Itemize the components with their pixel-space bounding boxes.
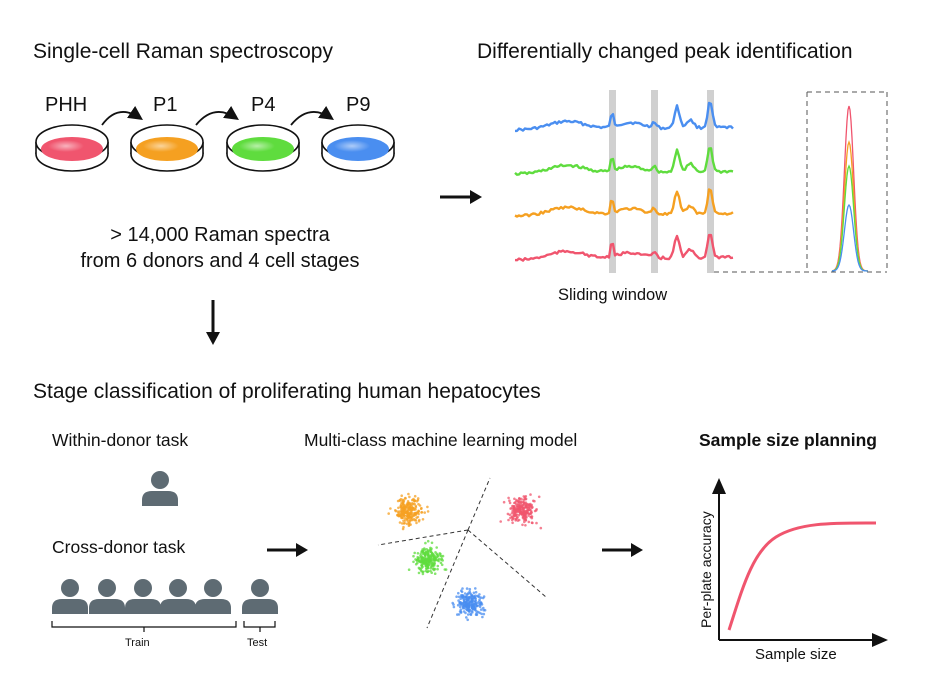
cluster-phh — [499, 493, 543, 530]
raman-title: Single-cell Raman spectroscopy — [33, 40, 333, 63]
arrow-right-icon — [267, 543, 308, 557]
decision-boundaries — [377, 477, 547, 629]
cluster-p9 — [451, 587, 487, 622]
sliding-window-label: Sliding window — [558, 286, 668, 304]
sample-size-xlabel: Sample size — [755, 646, 837, 663]
cluster-p4 — [407, 539, 448, 576]
stage-classification-title: Stage classification of proliferating hu… — [33, 380, 541, 403]
stage-label-phh: PHH — [45, 94, 88, 116]
petri-dish-phh — [35, 124, 109, 172]
accuracy-curve — [727, 521, 877, 631]
spectra-count-line1: > 14,000 Raman spectra — [110, 224, 330, 246]
train-label: Train — [125, 637, 150, 649]
petri-dish-p1 — [130, 124, 204, 172]
petri-dish-p9 — [321, 124, 395, 172]
stage-label-p4: P4 — [251, 94, 276, 116]
train-donor-person-icon — [195, 579, 231, 614]
arrow-right-icon — [440, 190, 482, 204]
petri-dish-p4 — [226, 124, 300, 172]
train-bracket — [51, 621, 237, 632]
spectra-count-line2: from 6 donors and 4 cell stages — [80, 250, 360, 272]
sliding-window-bands — [609, 90, 714, 273]
train-donor-person-icon — [160, 579, 196, 614]
zoom-peak-p9 — [831, 203, 868, 272]
spectrum-p1 — [514, 188, 734, 218]
train-donor-person-icon — [52, 579, 88, 614]
spectrum-phh — [514, 233, 734, 262]
arrow-right-icon — [602, 543, 643, 557]
zoom-box — [714, 91, 888, 273]
spectrum-p4 — [514, 147, 734, 176]
arrow-down-icon — [206, 300, 220, 345]
train-donor-person-icon — [89, 579, 125, 614]
cluster-p1 — [387, 492, 430, 531]
test-bracket — [243, 621, 276, 632]
spectrum-p9 — [515, 101, 734, 133]
stage-label-p9: P9 — [346, 94, 371, 116]
peak-identification-title: Differentially changed peak identificati… — [477, 40, 853, 63]
stage-arrows — [101, 105, 334, 126]
sample-size-title: Sample size planning — [699, 430, 877, 450]
within-donor-label: Within-donor task — [52, 430, 189, 450]
test-donor-person-icon — [242, 579, 278, 614]
stage-label-p1: P1 — [153, 94, 178, 116]
zoom-peak-phh — [831, 105, 869, 272]
model-title: Multi-class machine learning model — [304, 430, 578, 450]
test-label: Test — [247, 637, 268, 649]
sample-size-axes — [712, 478, 888, 647]
train-donor-person-icon — [125, 579, 161, 614]
within-donor-person-icon — [142, 471, 178, 506]
cross-donor-label: Cross-donor task — [52, 537, 186, 557]
zoom-peak-p4 — [831, 164, 868, 272]
